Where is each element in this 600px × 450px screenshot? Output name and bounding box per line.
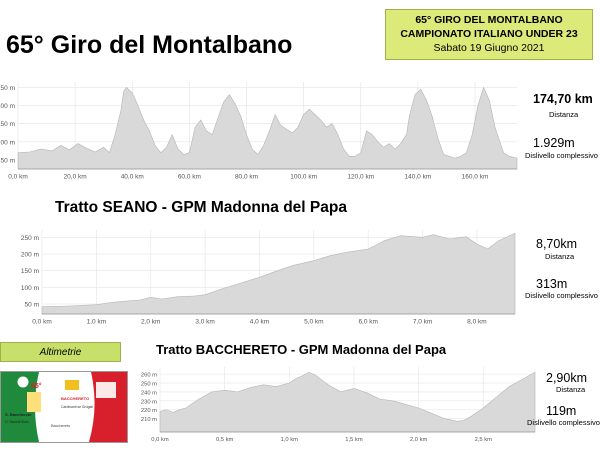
x-tick-label: 80,0 km (235, 174, 258, 181)
x-tick-label: 140,0 km (405, 174, 432, 181)
y-tick-label: 200 m (0, 103, 15, 110)
y-tick-label: 50 m (25, 302, 39, 309)
svg-text:BACCHERETO: BACCHERETO (61, 396, 89, 401)
race-date: Sabato 19 Giugno 2021 (433, 42, 545, 54)
y-tick-label: 220 m (141, 408, 157, 414)
x-tick-label: 2,0 km (410, 437, 428, 443)
x-tick-label: 2,5 km (475, 437, 493, 443)
overall-climb-value: 1.929m (533, 136, 575, 150)
y-tick-label: 230 m (141, 399, 157, 405)
race-poster-image: 65° BACCHERETO Cardinanti se Grùgali S. … (1, 372, 127, 442)
y-tick-label: 150 m (0, 121, 15, 128)
overall-distance-value: 174,70 km (533, 92, 593, 106)
overall-distance-label: Distanza (549, 110, 579, 119)
seano-climb-label: Dislivello complessivo (525, 291, 598, 300)
seano-section-title: Tratto SEANO - GPM Madonna del Papa (55, 199, 347, 216)
y-tick-label: 100 m (21, 285, 39, 292)
svg-text:Cardinanti se Grùgali: Cardinanti se Grùgali (61, 405, 93, 409)
y-tick-label: 260 m (141, 373, 157, 379)
x-tick-label: 0,0 km (8, 174, 28, 181)
bacchereto-profile-chart: 210 m 220 m 230 m 240 m 250 m 260 m 0,0 km 0,5 … (141, 367, 536, 443)
overall-profile-chart: 50 m 100 m 150 m 200 m 250 m 0,0 km 20,0 km 40,… (0, 82, 518, 181)
elevation-area (159, 371, 536, 433)
x-tick-label: 4,0 km (250, 319, 270, 326)
seano-distance-label: Distanza (545, 252, 575, 261)
race-name: 65° GIRO DEL MONTALBANO (415, 14, 563, 26)
x-tick-label: 0,0 km (151, 437, 169, 443)
bacchereto-distance-value: 2,90km (546, 371, 587, 385)
overall-climb-label: Dislivello complessivo (525, 151, 598, 160)
x-tick-label: 2,0 km (141, 319, 161, 326)
x-tick-label: 3,0 km (195, 319, 215, 326)
x-tick-label: 7,0 km (413, 319, 433, 326)
y-tick-label: 100 m (0, 139, 15, 146)
bacchereto-climb-label: Dislivello complessivo (527, 418, 600, 427)
x-tick-label: 1,0 km (281, 437, 299, 443)
x-tick-label: 0,5 km (216, 437, 234, 443)
y-tick-label: 240 m (141, 390, 157, 396)
altimetrie-label: Altimetrie (0, 342, 121, 362)
x-tick-label: 8,0 km (467, 319, 487, 326)
x-tick-label: 120,0 km (347, 174, 374, 181)
svg-text:G. Baronti Boris: G. Baronti Boris (5, 420, 29, 424)
x-tick-label: 60,0 km (178, 174, 201, 181)
bacchereto-distance-label: Distanza (556, 385, 586, 394)
svg-text:Bacchereto: Bacchereto (51, 424, 70, 428)
x-tick-label: 1,0 km (87, 319, 107, 326)
y-tick-label: 250 m (0, 85, 15, 92)
race-poster-logo: 65° BACCHERETO Cardinanti se Grùgali S. … (0, 371, 128, 443)
page-title: 65° Giro del Montalbano (6, 31, 293, 59)
race-info-box: 65° GIRO DEL MONTALBANO CAMPIONATO ITALI… (385, 9, 593, 60)
elevation-area (17, 86, 518, 170)
x-tick-label: 160,0 km (462, 174, 489, 181)
elevation-area (41, 232, 516, 315)
svg-text:65°: 65° (31, 382, 42, 390)
x-tick-label: 5,0 km (304, 319, 324, 326)
race-championship: CAMPIONATO ITALIANO UNDER 23 (400, 28, 578, 40)
svg-text:S. Baccherete: S. Baccherete (5, 412, 32, 417)
bacchereto-section-title: Tratto BACCHERETO - GPM Madonna del Papa (156, 342, 447, 357)
seano-profile-chart: 50 m 100 m 150 m 200 m 250 m 0,0 km 1,0 km 2,0 … (21, 230, 516, 326)
x-tick-label: 20,0 km (64, 174, 87, 181)
x-tick-label: 100,0 km (290, 174, 317, 181)
y-tick-label: 200 m (21, 252, 39, 259)
y-tick-label: 250 m (141, 382, 157, 388)
y-tick-label: 210 m (141, 417, 157, 423)
x-tick-label: 40,0 km (121, 174, 144, 181)
y-tick-label: 150 m (21, 268, 39, 275)
bacchereto-climb-value: 119m (546, 404, 577, 418)
seano-climb-value: 313m (536, 277, 568, 291)
x-tick-label: 1,5 km (345, 437, 363, 443)
seano-distance-value: 8,70km (536, 237, 577, 251)
x-tick-label: 0,0 km (32, 319, 52, 326)
y-tick-label: 250 m (21, 235, 39, 242)
x-tick-label: 6,0 km (358, 319, 378, 326)
y-tick-label: 50 m (1, 157, 15, 164)
